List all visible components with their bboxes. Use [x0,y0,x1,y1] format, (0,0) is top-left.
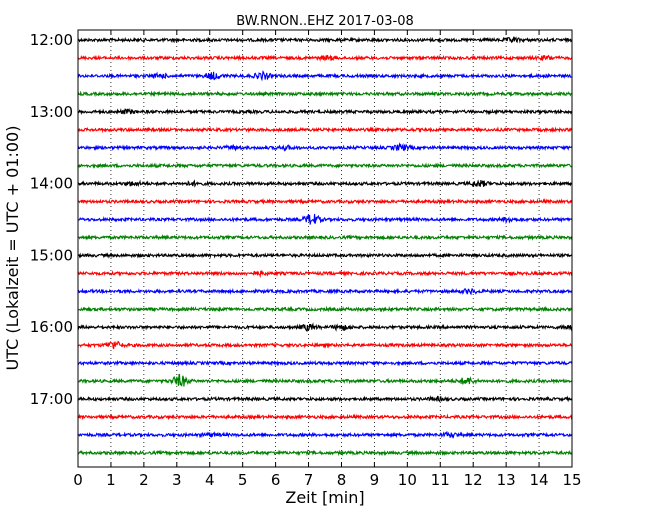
trace-line-1445 [77,233,573,241]
trace-line-1345 [77,162,573,170]
trace-lines [77,35,573,457]
trace-line-1645 [77,373,573,387]
x-tick-label-6: 6 [271,471,281,489]
x-tick-label-9: 9 [370,471,380,489]
trace-line-1700 [77,394,573,403]
x-tick-label-2: 2 [139,471,149,489]
trace-line-1730 [77,430,573,439]
trace-line-1200 [77,35,573,44]
trace-line-1545 [77,305,573,313]
trace-line-1330 [77,142,573,152]
trace-line-1715 [77,413,573,421]
grid-lines [110,30,540,467]
x-tick-label-15: 15 [562,471,581,489]
y-tick-label-1: 13:00 [30,103,73,121]
y-tick-label-4: 16:00 [30,318,73,336]
trace-line-1600 [77,322,573,333]
x-axis-title: Zeit [min] [285,488,364,507]
y-tick-label-5: 17:00 [30,390,73,408]
y-tick-label-3: 15:00 [30,246,73,264]
trace-line-1300 [77,108,573,116]
x-tick-label-10: 10 [398,471,417,489]
x-tick-label-12: 12 [464,471,483,489]
trace-line-1230 [77,70,573,82]
x-tick-label-3: 3 [172,471,182,489]
trace-line-1745 [77,449,573,457]
y-tick-label-0: 12:00 [30,31,73,49]
x-tick-label-13: 13 [497,471,516,489]
trace-line-1630 [77,359,573,367]
trace-line-1515 [77,269,573,279]
x-tick-label-14: 14 [530,471,549,489]
trace-line-1430 [77,213,573,225]
trace-line-1400 [77,179,573,188]
x-tick-label-7: 7 [304,471,314,489]
y-tick-label-2: 14:00 [30,175,73,193]
trace-line-1615 [77,340,573,350]
x-tick-label-1: 1 [106,471,116,489]
y-axis-title: UTC (Lokalzeit = UTC + 01:00) [3,126,22,371]
trace-line-1530 [77,287,573,296]
x-tick-label-5: 5 [238,471,248,489]
trace-line-1245 [77,90,573,98]
x-tick-label-11: 11 [431,471,450,489]
axis-ticks: 0 1 2 3 4 5 6 7 8 9 10 11 12 13 14 1512:0013:0014:0015:… [30,30,582,489]
x-tick-label-0: 0 [73,471,83,489]
trace-line-1415 [77,198,573,205]
x-tick-label-8: 8 [337,471,347,489]
x-tick-label-4: 4 [205,471,215,489]
chart-title: BW.RNON..EHZ 2017-03-08 [236,14,414,29]
trace-line-1215 [77,54,573,62]
plot-frame [77,29,573,468]
trace-line-1315 [77,126,573,134]
trace-line-1500 [77,251,573,259]
